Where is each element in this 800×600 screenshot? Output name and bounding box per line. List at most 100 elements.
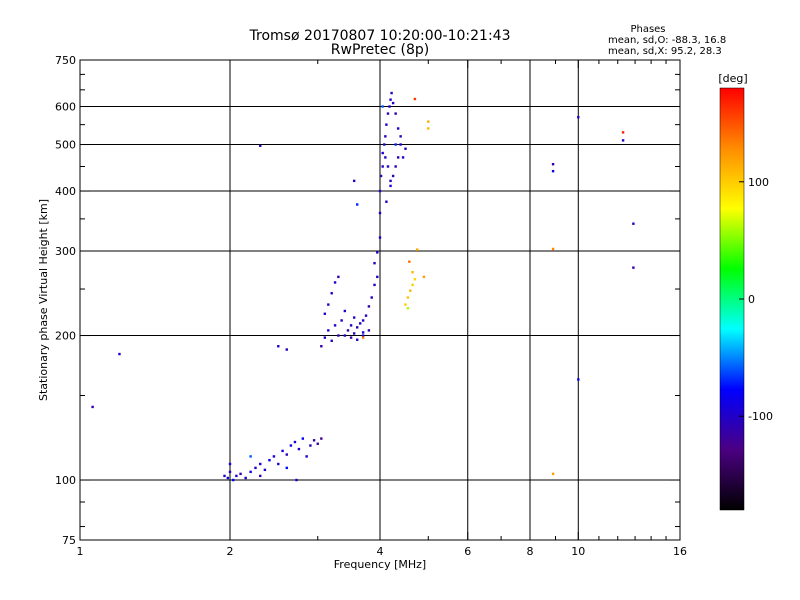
data-point — [381, 151, 384, 155]
data-point — [228, 462, 232, 466]
data-point — [389, 184, 392, 188]
data-point — [551, 169, 555, 173]
data-point — [305, 455, 308, 458]
data-point — [632, 266, 635, 269]
data-points — [91, 91, 635, 482]
data-point — [297, 447, 301, 451]
data-point — [396, 156, 400, 159]
data-point — [427, 127, 430, 130]
data-point — [551, 472, 555, 476]
data-point — [281, 449, 284, 453]
data-point — [367, 329, 371, 332]
phase-x-stats: mean, sd,X: 95.2, 28.3 — [608, 46, 722, 57]
data-point — [384, 156, 387, 159]
chart-subtitle: RwPretec (8p) — [331, 42, 429, 58]
data-point — [259, 144, 262, 147]
data-point — [337, 334, 340, 337]
x-tick-label: 4 — [377, 545, 384, 558]
data-point — [309, 444, 312, 447]
data-point — [289, 444, 293, 447]
data-point — [358, 322, 362, 325]
axis-ticks: 1 2 4 6 8 10 16 75 100 200 300 400 500 600 750 — [55, 54, 687, 558]
data-point — [228, 470, 232, 474]
data-point — [413, 97, 417, 101]
data-point — [399, 135, 402, 138]
data-point — [352, 332, 356, 335]
data-point — [333, 281, 337, 284]
data-point — [355, 203, 359, 206]
data-point — [254, 466, 257, 470]
y-tick-label: 600 — [55, 101, 76, 114]
data-point — [378, 211, 382, 215]
data-point — [232, 478, 235, 482]
y-axis-title: Stationary phase Virtual Height [km] — [37, 199, 50, 401]
y-tick-label: 400 — [55, 185, 76, 198]
y-tick-label: 100 — [55, 474, 76, 487]
data-point — [408, 260, 411, 263]
data-point — [226, 476, 230, 480]
data-point — [268, 458, 271, 462]
data-point — [249, 455, 252, 458]
data-point — [399, 143, 402, 146]
data-point — [312, 439, 316, 442]
y-tick-label: 500 — [55, 139, 76, 152]
data-point — [422, 275, 426, 279]
data-point — [409, 289, 412, 292]
phase-o-stats: mean, sd,O: -88.3, 16.8 — [608, 35, 726, 46]
data-point — [285, 348, 288, 351]
data-point — [394, 112, 397, 115]
data-point — [349, 336, 353, 339]
plot-area: 1 2 4 6 8 10 16 75 100 200 300 400 500 600 750 — [55, 54, 687, 558]
data-point — [401, 156, 405, 159]
data-point — [285, 453, 288, 456]
x-tick-label: 10 — [571, 545, 585, 558]
data-point — [577, 116, 580, 119]
colorbar: [deg] 100 0 -100 — [718, 72, 773, 511]
data-point — [323, 312, 327, 315]
data-point — [376, 251, 379, 254]
data-point — [118, 352, 121, 356]
data-point — [91, 405, 94, 409]
data-point — [378, 236, 382, 239]
data-point — [235, 474, 238, 478]
y-tick-label: 300 — [55, 245, 76, 258]
colorbar-tick-label: -100 — [748, 410, 773, 423]
data-point — [330, 292, 333, 295]
x-tick-label: 8 — [527, 545, 534, 558]
x-tick-label: 6 — [464, 545, 471, 558]
data-point — [343, 334, 347, 337]
data-point — [577, 378, 580, 381]
data-point — [411, 283, 414, 287]
data-point — [381, 105, 384, 108]
data-point — [376, 275, 379, 279]
data-point — [394, 165, 397, 168]
data-point — [259, 474, 262, 478]
x-tick-label: 2 — [227, 545, 234, 558]
data-point — [364, 314, 368, 317]
data-point — [244, 476, 247, 480]
x-tick-label: 1 — [77, 545, 84, 558]
data-point — [349, 324, 353, 327]
data-point — [413, 278, 417, 281]
data-point — [277, 462, 280, 466]
chart-title: Tromsø 20170807 10:20:00-10:21:43 — [249, 28, 511, 44]
data-point — [285, 466, 288, 470]
x-tick-label: 16 — [673, 545, 687, 558]
data-point — [386, 112, 390, 115]
data-point — [361, 336, 365, 339]
data-point — [333, 324, 337, 327]
colorbar-tick-label: 0 — [748, 293, 755, 306]
data-point — [384, 135, 387, 138]
colorbar-ticks: 100 0 -100 — [739, 176, 773, 423]
data-point — [327, 303, 330, 306]
data-point — [316, 442, 319, 445]
colorbar-tick-label: 100 — [748, 176, 769, 189]
y-tick-label: 750 — [55, 54, 76, 67]
data-point — [621, 131, 625, 134]
data-point — [389, 98, 392, 101]
data-point — [394, 143, 397, 146]
data-point — [391, 174, 395, 178]
data-point — [320, 345, 323, 348]
y-tick-label: 200 — [55, 330, 76, 343]
